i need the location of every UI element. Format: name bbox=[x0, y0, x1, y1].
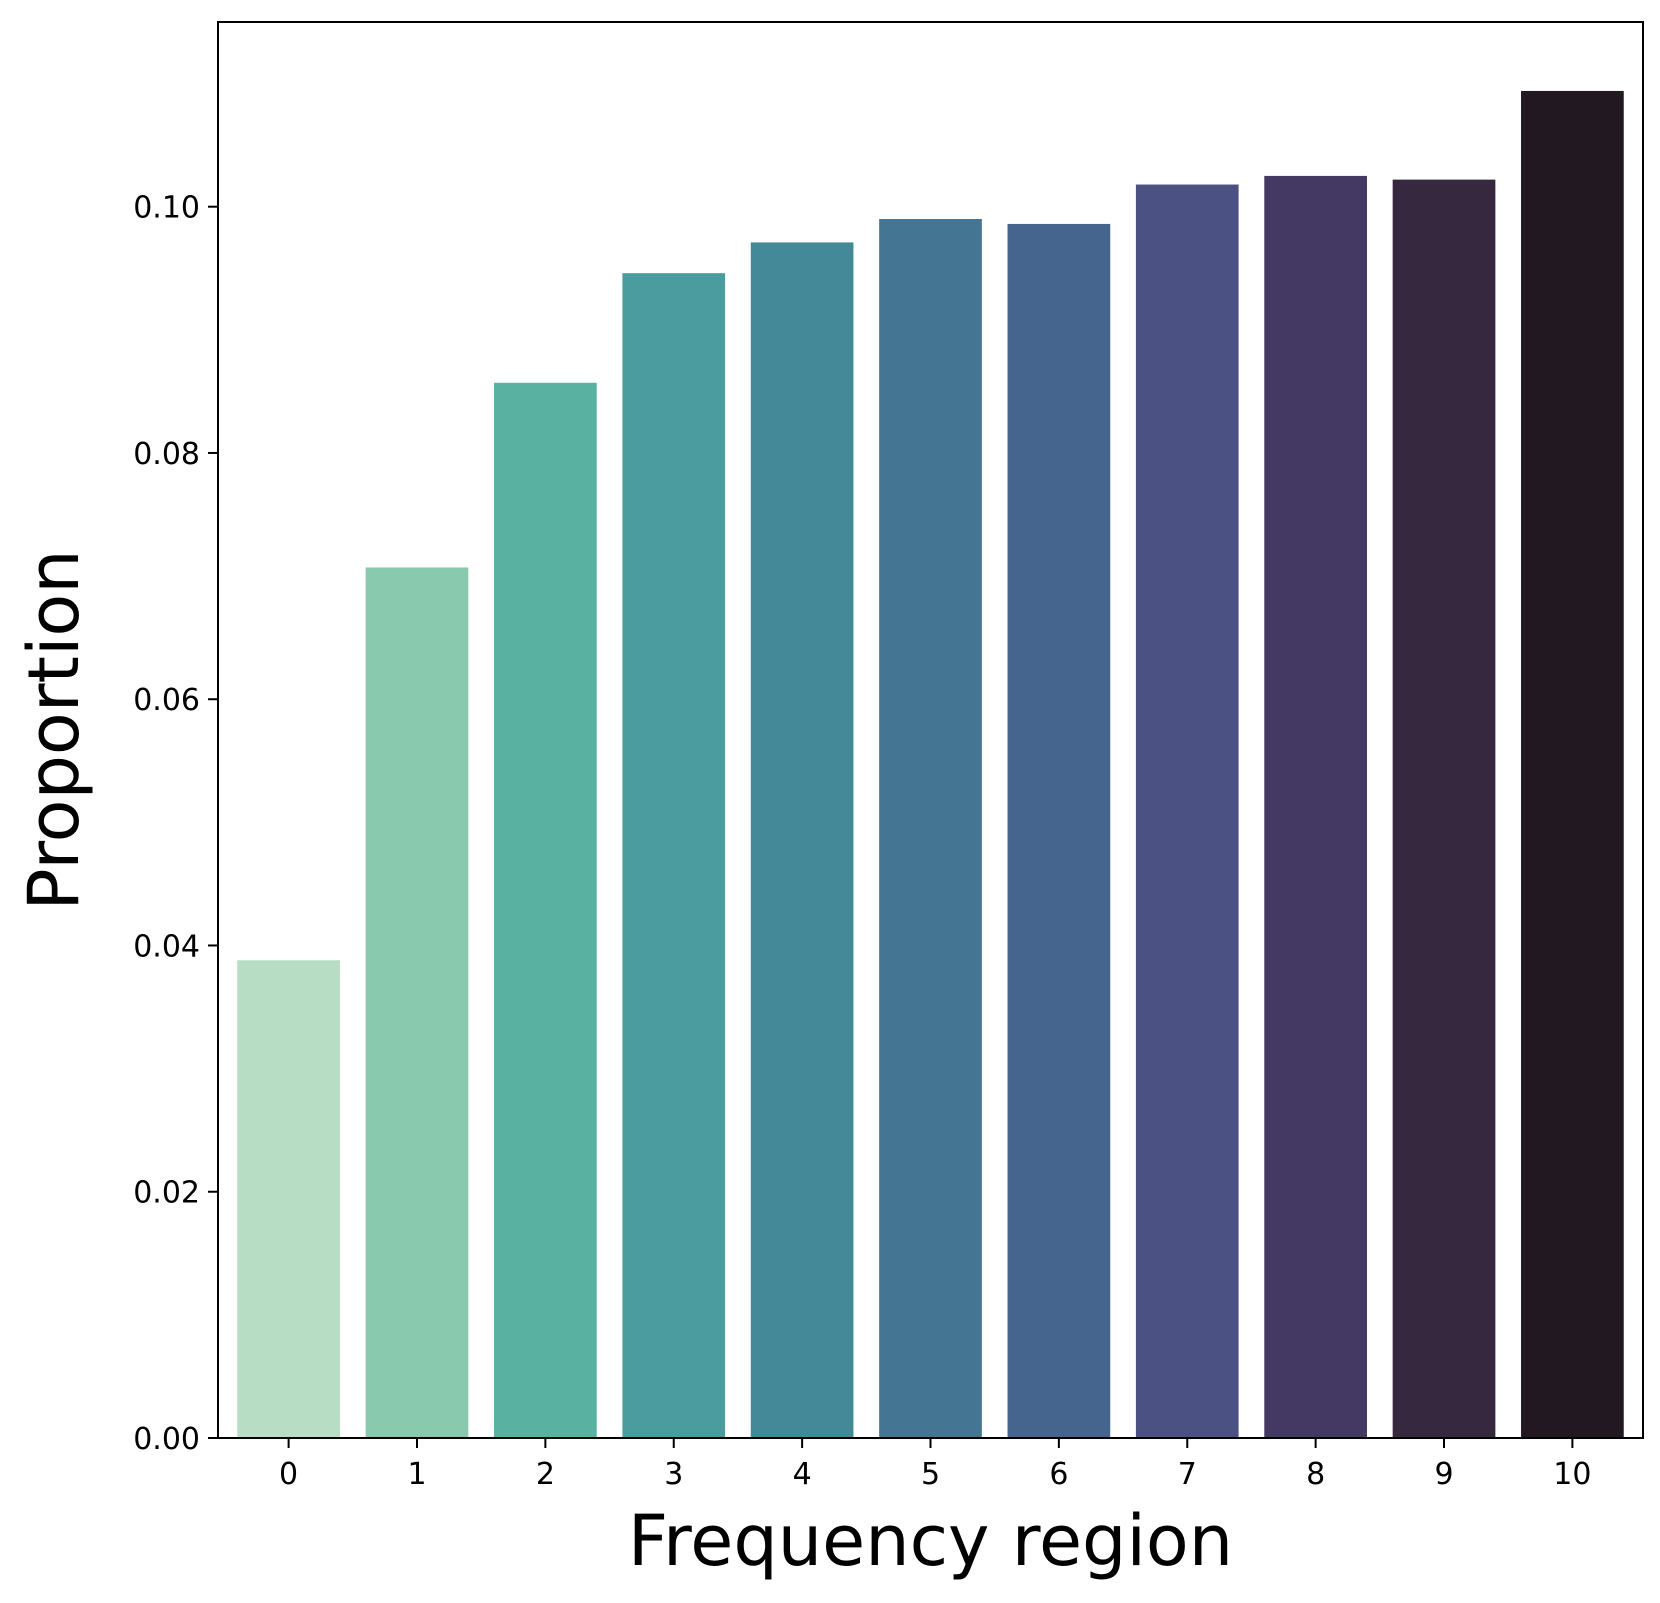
bar-10 bbox=[1521, 90, 1624, 1439]
bar-5 bbox=[879, 219, 982, 1439]
bar-6 bbox=[1007, 223, 1111, 1438]
x-tick-label: 0 bbox=[279, 1457, 298, 1492]
y-tick-label: 0.08 bbox=[133, 437, 200, 472]
x-ticks-group: 0 1 2 3 4 5 6 7 8 9 10 bbox=[279, 1438, 1591, 1492]
bar-1 bbox=[365, 567, 469, 1438]
x-tick-label: 6 bbox=[1049, 1457, 1068, 1492]
y-axis-title: Proportion bbox=[13, 549, 95, 910]
x-tick-label: 2 bbox=[536, 1457, 555, 1492]
x-tick-label: 4 bbox=[793, 1457, 812, 1492]
y-tick-label: 0.06 bbox=[133, 683, 200, 718]
bar-2 bbox=[494, 382, 597, 1438]
y-ticks-group: 0.00 0.02 0.04 0.06 0.08 0.10 bbox=[133, 191, 218, 1457]
x-tick-label: 10 bbox=[1553, 1457, 1591, 1492]
x-tick-label: 9 bbox=[1434, 1457, 1453, 1492]
x-tick-label: 5 bbox=[921, 1457, 940, 1492]
bar-4 bbox=[750, 242, 854, 1439]
bar-9 bbox=[1392, 179, 1496, 1439]
x-tick-label: 1 bbox=[407, 1457, 426, 1492]
bar-0 bbox=[237, 960, 340, 1438]
y-tick-label: 0.04 bbox=[133, 929, 200, 964]
x-tick-label: 3 bbox=[664, 1457, 683, 1492]
x-tick-label: 8 bbox=[1306, 1457, 1325, 1492]
bar-7 bbox=[1135, 184, 1239, 1438]
y-tick-label: 0.02 bbox=[133, 1176, 200, 1211]
bar-8 bbox=[1264, 175, 1367, 1438]
y-tick-label: 0.10 bbox=[133, 191, 200, 226]
y-tick-label: 0.00 bbox=[133, 1422, 200, 1457]
x-tick-label: 7 bbox=[1178, 1457, 1197, 1492]
bar-3 bbox=[622, 273, 726, 1439]
bars-group bbox=[237, 90, 1624, 1439]
x-axis-title: Frequency region bbox=[628, 1500, 1233, 1582]
